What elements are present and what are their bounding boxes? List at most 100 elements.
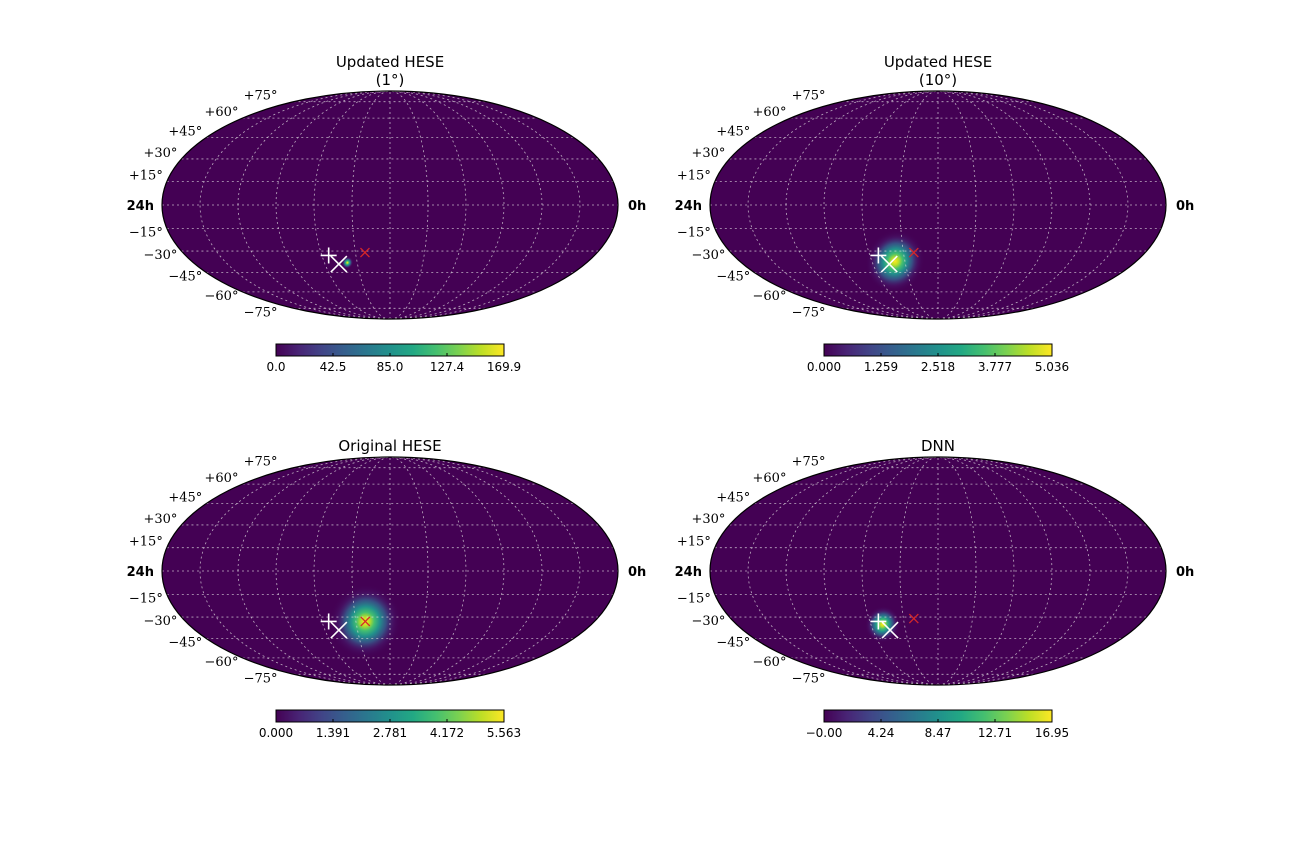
true-source-marker	[908, 247, 919, 258]
colorbar-tick-label: 16.95	[1035, 726, 1069, 740]
panel-title: DNN	[921, 437, 955, 455]
dec-tick-label: −45°	[716, 269, 750, 284]
colorbar-tick-label: 127.4	[430, 360, 464, 374]
dec-tick-label: +45°	[168, 491, 202, 506]
dec-tick-label: +45°	[716, 491, 750, 506]
true-source-marker	[908, 613, 919, 624]
dec-tick-label: −45°	[168, 635, 202, 650]
meridian-line	[275, 456, 391, 686]
skymap-panel-2: Updated HESE(10°) +75° +60°+45° +30° +15° −15…	[675, 53, 1195, 374]
colorbar-tick-label: 0.0	[266, 360, 285, 374]
colorbar-tick-label: −0.00	[806, 726, 843, 740]
plus-marker	[870, 247, 887, 264]
skymap-panel-4: DNN+75°+60°+45°+30°+15°−15°−30°−45°−60°−…	[675, 437, 1195, 740]
colorbar-tick-label: 8.47	[925, 726, 952, 740]
dec-tick-label: +75°	[792, 89, 826, 104]
sky-background	[710, 457, 1166, 685]
meridian-line	[389, 456, 467, 686]
ra-label-left: 24h	[675, 565, 702, 580]
dec-tick-label: +30°	[691, 512, 725, 527]
plus-marker	[320, 613, 337, 630]
panel-title: Original HESE	[338, 437, 441, 455]
dec-tick-label: −60°	[753, 289, 787, 304]
dec-tick-label: +60°	[205, 471, 239, 486]
dec-tick-label: −45°	[168, 269, 202, 284]
dec-tick-label: +15°	[677, 535, 711, 550]
true-source-marker	[359, 247, 370, 258]
panel-title: Updated HESE	[336, 53, 444, 71]
ra-label-right: 0h	[1176, 565, 1194, 580]
ra-label-right: 0h	[1176, 199, 1194, 214]
colorbar-tick-label: 169.9	[487, 360, 521, 374]
meridian-line	[785, 456, 939, 686]
meridian-line	[937, 90, 1015, 320]
cross-marker	[880, 255, 898, 273]
colorbar-tick-label: 5.036	[1035, 360, 1069, 374]
sky-background	[162, 91, 618, 319]
meridian-line	[823, 456, 939, 686]
graticule	[710, 90, 1166, 320]
meridian-line	[785, 90, 939, 320]
dec-tick-label: +15°	[677, 169, 711, 184]
meridian-line	[389, 90, 467, 320]
probability-hotspot	[864, 606, 901, 643]
dec-tick-label: +45°	[168, 125, 202, 140]
meridian-line	[237, 456, 391, 686]
dec-tick-label: +60°	[753, 105, 787, 120]
dec-tick-label: +75°	[244, 89, 278, 104]
panel-title: Updated HESE	[884, 53, 992, 71]
dec-tick-label: −75°	[244, 671, 278, 686]
dec-tick-label: −45°	[716, 635, 750, 650]
dec-tick-label: +30°	[143, 512, 177, 527]
dec-tick-label: +30°	[143, 146, 177, 161]
true-source-marker	[360, 616, 371, 627]
meridian-line	[823, 90, 939, 320]
panel-title: (10°)	[919, 71, 957, 89]
sky-background	[710, 91, 1166, 319]
dec-tick-label: −30°	[143, 248, 177, 263]
colorbar-tick-label: 0.000	[807, 360, 841, 374]
colorbar: 0.000 1.391 2.781 4.172 5.563	[259, 709, 521, 740]
colorbar-tick-label: 4.172	[430, 726, 464, 740]
cross-marker	[330, 621, 348, 639]
colorbar-tick-label: 1.259	[864, 360, 898, 374]
dec-tick-label: +15°	[129, 169, 163, 184]
colorbar-tick-label: 2.781	[373, 726, 407, 740]
colorbar-tick-label: 85.0	[377, 360, 404, 374]
colorbar-tick-label: 42.5	[320, 360, 347, 374]
dec-tick-label: −30°	[143, 614, 177, 629]
meridian-line	[937, 456, 1015, 686]
dec-tick-label: −60°	[205, 289, 239, 304]
cross-marker	[881, 621, 899, 639]
dec-tick-label: +60°	[753, 471, 787, 486]
colorbar-tick-label: 0.000	[259, 726, 293, 740]
ra-label-left: 24h	[127, 199, 154, 214]
meridian-line	[275, 90, 391, 320]
dec-tick-label: −30°	[691, 614, 725, 629]
dec-tick-label: +75°	[244, 455, 278, 470]
dec-tick-label: −15°	[129, 591, 163, 606]
ra-label-right: 0h	[628, 199, 646, 214]
colorbar-tick-label: 4.24	[868, 726, 895, 740]
dec-tick-label: −75°	[792, 671, 826, 686]
sky-outline	[161, 90, 619, 320]
dec-tick-label: +30°	[691, 146, 725, 161]
dec-tick-label: +60°	[205, 105, 239, 120]
colorbar-tick-label: 5.563	[487, 726, 521, 740]
graticule	[162, 90, 618, 320]
plus-marker	[870, 613, 887, 630]
ra-label-right: 0h	[628, 565, 646, 580]
sky-outline	[709, 90, 1167, 320]
graticule	[710, 456, 1166, 686]
ra-label-left: 24h	[127, 565, 154, 580]
colorbar-tick-label: 3.777	[978, 360, 1012, 374]
dec-tick-label: −15°	[129, 225, 163, 240]
dec-tick-label: +75°	[792, 455, 826, 470]
plus-marker	[320, 247, 337, 264]
colorbar-tick-label: 12.71	[978, 726, 1012, 740]
dec-tick-label: −60°	[205, 655, 239, 670]
meridian-line	[237, 90, 391, 320]
dec-tick-label: −75°	[244, 305, 278, 320]
skymap-panel-3: Original HESE +75° +60°+45° +30° +15° −15° −30…	[127, 437, 647, 740]
dec-tick-label: +15°	[129, 535, 163, 550]
